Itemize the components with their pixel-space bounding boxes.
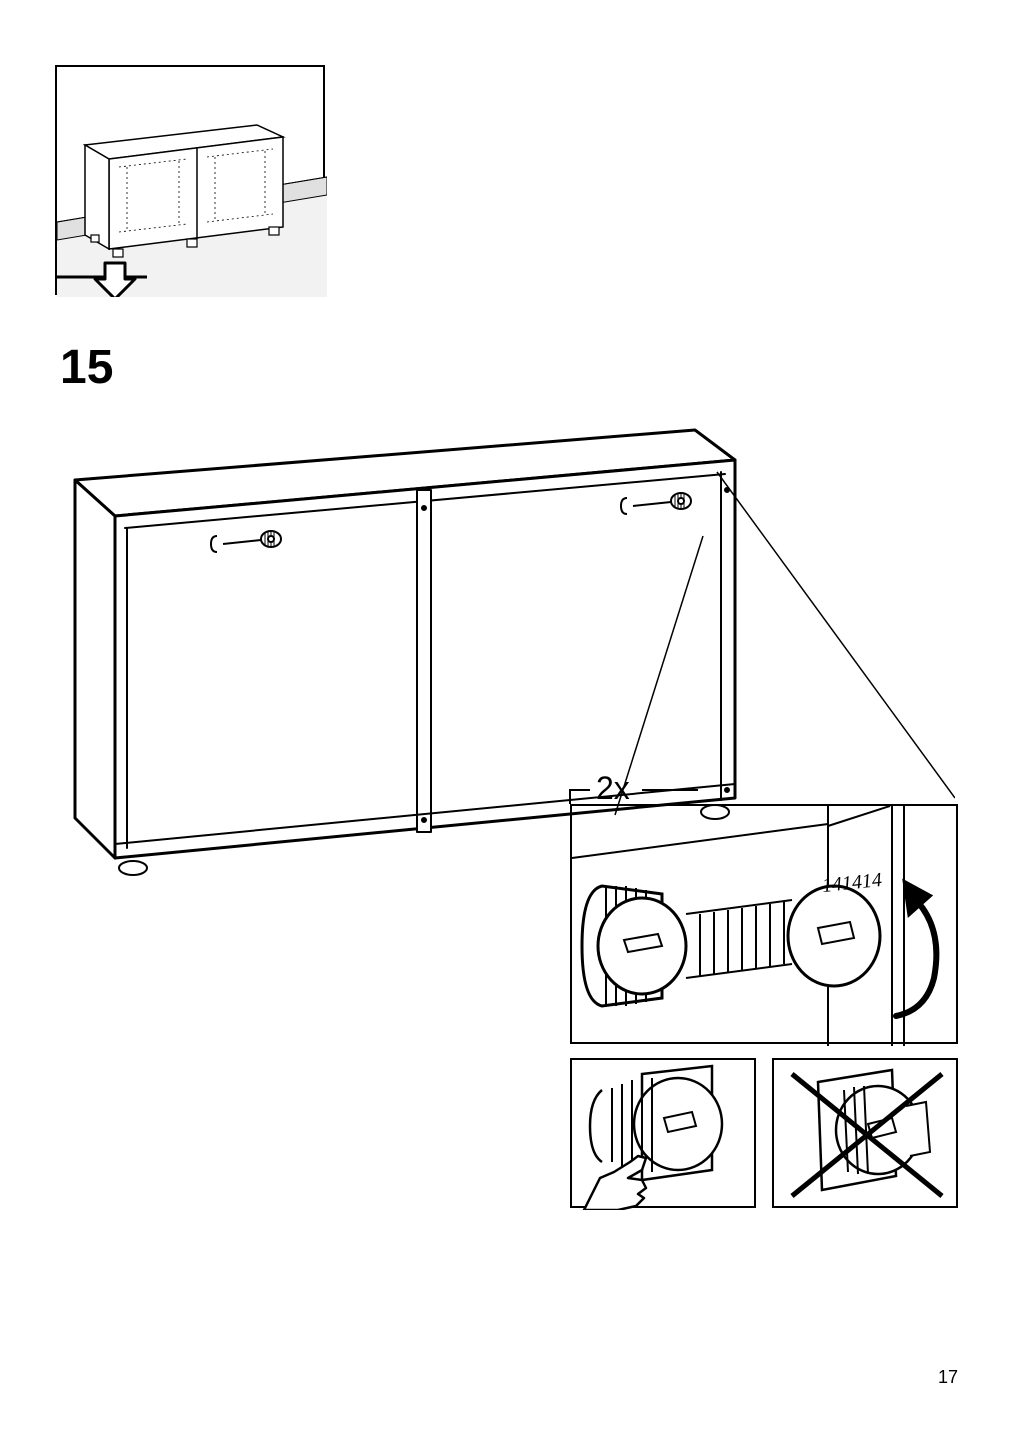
overview-thumbnail [55,65,325,295]
correct-illustration [572,1060,758,1210]
detail-box-correct [570,1058,756,1208]
detail-box-main [570,804,958,1044]
step-number: 15 [60,340,113,395]
detail-box-wrong [772,1058,958,1208]
overview-illustration [57,67,327,297]
detail-illustration [572,806,960,1046]
page-number: 17 [938,1367,958,1388]
instruction-page: 15 [0,0,1012,1432]
wrong-illustration [774,1060,960,1210]
